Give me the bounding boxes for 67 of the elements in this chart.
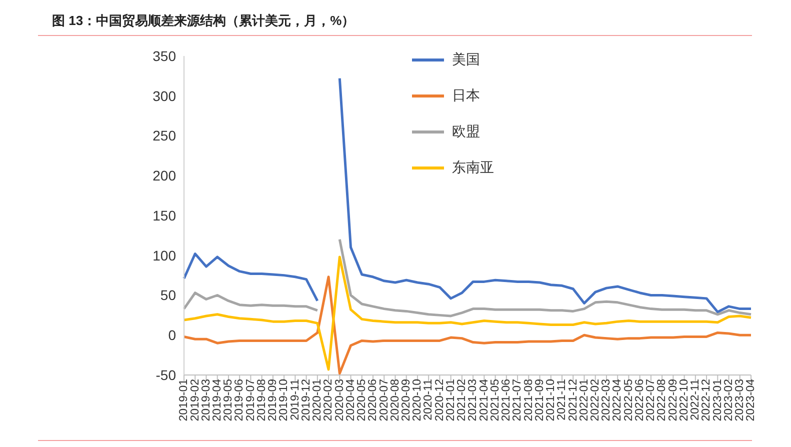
x-tick-label: 2022-05 xyxy=(622,379,635,422)
y-tick-label: 250 xyxy=(152,128,176,144)
x-tick-label: 2021-03 xyxy=(467,379,480,422)
y-tick-label: -50 xyxy=(156,366,176,383)
legend-label: 东南亚 xyxy=(452,159,494,177)
x-tick-label: 2019-11 xyxy=(289,379,302,420)
x-tick-label: 2022-04 xyxy=(612,378,624,422)
x-tick-label: 2020-07 xyxy=(378,379,390,422)
line-series xyxy=(182,256,752,371)
x-tick-label: 2019-02 xyxy=(189,379,202,422)
y-tick-label: 300 xyxy=(152,88,176,104)
x-tick-label: 2020-10 xyxy=(412,379,424,422)
x-tick-label: 2022-06 xyxy=(634,379,646,422)
x-tick-label: 2019-07 xyxy=(244,379,257,422)
x-tick-label: 2022-12 xyxy=(700,379,713,422)
y-tick-label: 100 xyxy=(152,247,176,264)
x-tick-label: 2023-02 xyxy=(722,379,735,422)
x-tick-label: 2022-11 xyxy=(690,379,702,420)
x-tick-label: 2021-11 xyxy=(556,379,568,420)
x-tick-label: 2022-08 xyxy=(656,379,668,422)
x-tick-label: 2021-08 xyxy=(522,379,535,422)
y-tick-label: 150 xyxy=(152,207,176,224)
chart-title: 图 13：中国贸易顺差来源结构（累计美元，月，%） xyxy=(52,12,355,30)
x-tick-label: 2019-04 xyxy=(212,378,224,422)
x-tick-label: 2020-12 xyxy=(434,379,446,422)
x-tick-label: 2019-08 xyxy=(256,379,268,422)
legend-label: 日本 xyxy=(452,87,480,105)
x-tick-label: 2022-10 xyxy=(678,379,690,422)
x-tick-label: 2022-07 xyxy=(645,379,658,422)
x-tick-label: 2023-03 xyxy=(734,379,746,422)
y-tick-label: 50 xyxy=(160,287,176,304)
x-tick-label: 2021-10 xyxy=(545,379,558,422)
x-tick-label: 2021-05 xyxy=(489,379,502,422)
x-tick-label: 2020-03 xyxy=(334,379,346,422)
x-tick-label: 2019-09 xyxy=(267,379,280,422)
x-tick-label: 2021-02 xyxy=(456,379,468,422)
x-tick-label: 2022-09 xyxy=(667,379,680,422)
y-tick-label: 200 xyxy=(152,168,176,184)
x-tick-label: 2019-06 xyxy=(234,379,246,422)
x-tick-label: 2022-02 xyxy=(590,379,602,422)
x-tick-label: 2020-04 xyxy=(344,378,357,422)
x-tick-label: 2021-06 xyxy=(500,379,513,422)
x-tick-label: 2021-12 xyxy=(567,379,580,422)
x-tick-label: 2020-06 xyxy=(367,379,380,422)
x-tick-label: 2020-11 xyxy=(422,379,435,420)
x-tick-label: 2019-01 xyxy=(178,379,190,422)
y-tick-label: 0 xyxy=(168,327,176,344)
x-tick-label: 2019-12 xyxy=(300,379,312,422)
x-tick-label: 2022-03 xyxy=(600,379,613,422)
x-tick-label: 2022-01 xyxy=(578,379,590,422)
x-tick-label: 2020-05 xyxy=(356,379,368,422)
x-tick-label: 2019-10 xyxy=(278,379,290,422)
x-tick-label: 2020-09 xyxy=(400,379,413,422)
x-tick-label: 2019-05 xyxy=(222,379,235,422)
x-tick-label: 2023-01 xyxy=(712,379,724,422)
legend-label: 欧盟 xyxy=(452,123,480,141)
x-tick-label: 2020-02 xyxy=(322,379,335,422)
x-tick-label: 2021-09 xyxy=(534,379,546,422)
y-tick-label: 350 xyxy=(152,48,176,64)
x-tick-label: 2023-04 xyxy=(745,378,758,422)
x-tick-label: 2020-01 xyxy=(312,379,324,422)
x-tick-label: 2021-04 xyxy=(478,378,490,422)
x-tick-label: 2019-03 xyxy=(200,379,212,422)
x-tick-label: 2021-01 xyxy=(444,379,457,422)
x-tick-label: 2020-08 xyxy=(389,379,402,422)
legend-label: 美国 xyxy=(452,51,480,69)
x-tick-label: 2021-07 xyxy=(512,379,524,422)
